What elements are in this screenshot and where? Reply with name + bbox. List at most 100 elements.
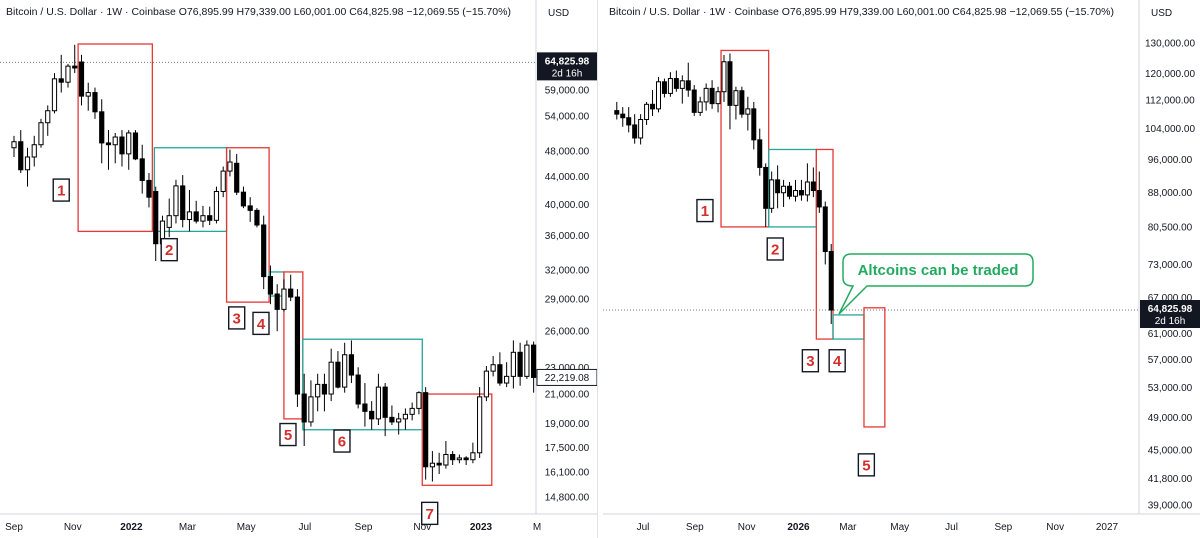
currency-label[interactable]: USD [1151,8,1172,19]
range-box-red [421,393,493,486]
candle-body-up [721,61,727,93]
candle-body-up [396,418,402,423]
box-number-frame [279,422,297,447]
x-tick-label: Sep [686,522,704,533]
candle-body-down [632,124,638,139]
x-tick-label: Nov [1046,522,1064,533]
candle [38,118,44,148]
y-tick-label: 29,000.00 [545,295,590,306]
candle [733,86,739,120]
candle-body-up [697,101,703,113]
currency-label[interactable]: USD [548,8,569,19]
candle-body-down [362,403,368,412]
y-tick-label: 32,000.00 [545,266,590,277]
candle-body-down [180,185,186,221]
candle [798,179,804,201]
candle-body-down [739,90,745,115]
candle-body-up [11,141,17,149]
legend-close: C64,825.98 [952,6,1009,18]
candle-body-down [816,190,822,208]
y-tick-label: 80,500.00 [1148,222,1193,233]
candle-body-up [655,81,661,110]
candle-body-down [673,78,679,89]
candle-body-down [620,113,626,119]
candle [321,373,328,412]
currency-header-bg [537,0,597,24]
box-number-frame [227,306,246,330]
candle-body-up [429,462,435,468]
legend-symbol: Bitcoin / U.S. Dollar · 1W · Coinbase [609,6,782,18]
box-number-text: 4 [833,353,842,370]
candle-body-down [775,179,781,194]
x-tick-label: May [890,522,909,533]
box-number-label: 4 [252,311,270,336]
candle [691,85,697,116]
candle [402,408,409,430]
legend-low: L60,001.00 [294,6,349,18]
candle [626,107,632,133]
candle-body-down [382,386,388,418]
candle [757,128,763,176]
candle-body-down [626,117,632,126]
candle-body-up [804,181,810,196]
currency-header-bg [1140,0,1200,24]
candle [31,135,37,167]
candle-body-up [308,396,314,423]
candle [787,181,793,200]
y-tick-label: 49,000.00 [1148,413,1193,424]
candle-body-up [667,78,673,94]
candle-body-down [132,132,139,160]
candle-body-down [261,224,267,278]
candle-body-down [240,191,247,207]
candle [620,107,626,127]
candle [490,355,496,377]
candle [661,78,667,98]
x-tick-label: Jul [637,522,650,533]
candle-body-down [751,108,757,141]
candle [119,130,125,167]
candle [24,147,31,187]
candle [382,383,388,437]
candle-body-down [763,166,769,209]
candle-body-up [227,161,233,172]
box-number-frame [696,198,714,223]
candle-body-up [328,361,334,395]
candle-body-down [517,351,523,377]
y-tick-label: 104,000.00 [1145,124,1195,135]
candle-body-down [119,136,125,155]
candle-body-up [65,65,71,83]
candle [673,70,679,92]
candle [186,190,193,232]
right-chart-svg[interactable]: 130,000.00 120,000.00 112,000.00 104,000.00… [603,0,1200,538]
y-tick-label: 112,000.00 [1145,96,1195,107]
candle [58,54,64,93]
candle [65,63,71,88]
candle-body-down [105,142,112,146]
candle-body-up [769,179,775,209]
current-price-tag [1140,300,1200,329]
candle [517,342,523,386]
left-chart-panel[interactable]: 59,000.00 54,000.00 48,000.00 44,000.00 40,0… [0,0,597,538]
candle [463,456,469,466]
candle [139,144,145,194]
candle [126,130,132,170]
left-chart-svg[interactable]: 59,000.00 54,000.00 48,000.00 44,000.00 40,0… [0,0,597,538]
y-tick-label: 26,000.00 [545,327,590,338]
box-number-text: 5 [862,457,870,474]
candle-body-down [661,81,667,94]
box-number-label: 2 [766,237,784,261]
candle [644,101,650,125]
candle-body-down [153,190,159,245]
candle-body-up [781,185,787,194]
candle [267,265,274,305]
right-chart-panel[interactable]: 130,000.00 120,000.00 112,000.00 104,000.00… [603,0,1200,538]
candle [727,53,733,130]
candle [763,163,769,227]
candle-body-down [822,206,828,253]
candle [477,387,483,458]
candle-body-up [85,92,91,97]
box-number-label: 5 [857,453,876,477]
box-number-label: 7 [421,501,439,526]
panel-divider [597,0,604,538]
candle-body-up [644,103,650,121]
